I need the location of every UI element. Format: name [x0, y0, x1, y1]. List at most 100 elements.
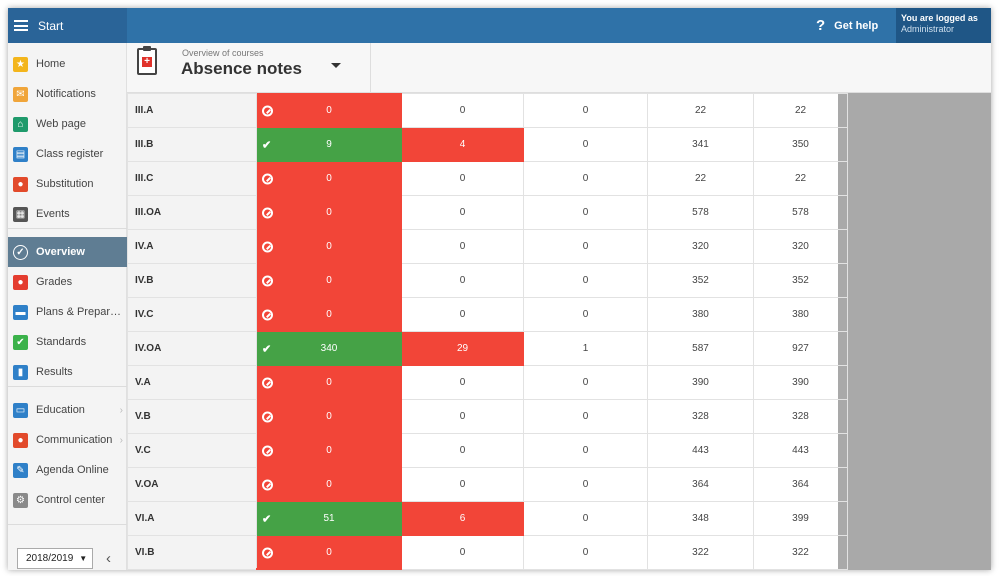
sidebar-item-label: Class register	[36, 148, 104, 160]
cell-value: 927	[792, 343, 809, 354]
cell-value: 51	[323, 513, 335, 524]
cell-value: 0	[582, 207, 589, 218]
grade-icon: ●	[13, 274, 28, 290]
sidebar-item-label: Events	[36, 208, 70, 220]
value-cell[interactable]: ✔ 9	[256, 127, 402, 162]
cell-value: 399	[792, 513, 809, 524]
sidebar-item-results[interactable]: ▮ Results	[8, 357, 127, 387]
sidebar-item-grades[interactable]: ● Grades	[8, 267, 127, 297]
value-cell: 0	[523, 399, 648, 434]
user-info[interactable]: You are logged as Administrator	[896, 8, 991, 43]
class-name-cell: VI.A	[127, 501, 257, 536]
class-name-cell: IV.C	[127, 297, 257, 332]
class-name: VI.B	[135, 547, 155, 558]
value-cell: 0	[401, 365, 524, 400]
value-cell[interactable]: 0	[256, 365, 402, 400]
value-cell[interactable]: 0	[256, 467, 402, 502]
help-button[interactable]: ? Get help	[816, 8, 878, 43]
value-cell: 328	[647, 399, 754, 434]
sidebar-item-events[interactable]: ▦ Events	[8, 199, 127, 229]
table-row[interactable]: IV.B 0 0 0 352 352	[127, 263, 848, 298]
sidebar-item-label: Substitution	[36, 178, 94, 190]
class-name-cell: IV.B	[127, 263, 257, 298]
sidebar-item-agenda-online[interactable]: ✎ Agenda Online	[8, 455, 127, 485]
sidebar-item-notifications[interactable]: ✉ Notifications	[8, 79, 127, 109]
cell-value: 0	[459, 207, 466, 218]
value-cell[interactable]: 0	[256, 195, 402, 230]
star-icon: ★	[13, 56, 28, 72]
value-cell[interactable]: ✔ 51	[256, 501, 402, 536]
cell-value: 29	[456, 343, 469, 354]
book-icon: ▤	[13, 146, 28, 162]
cell-value: 0	[326, 241, 332, 252]
sidebar-item-class-register[interactable]: ▤ Class register	[8, 139, 127, 169]
cell-value: 578	[792, 207, 809, 218]
value-cell[interactable]: 0	[256, 535, 402, 570]
cell-value: 364	[792, 479, 809, 490]
value-cell: 0	[401, 535, 524, 570]
value-cell[interactable]: 0	[256, 433, 402, 468]
not-allowed-icon	[262, 309, 273, 320]
class-name: III.A	[135, 105, 154, 116]
cell-value: 390	[792, 377, 809, 388]
class-name: III.OA	[135, 207, 162, 218]
sidebar-item-education[interactable]: ▭ Education ›	[8, 395, 127, 425]
table-row[interactable]: V.A 0 0 0 390 390	[127, 365, 848, 400]
check-icon: ✔	[262, 343, 272, 355]
collapse-sidebar-icon[interactable]: ‹	[106, 550, 111, 567]
value-cell[interactable]: 0	[256, 229, 402, 264]
book-open-icon: ▭	[13, 402, 28, 418]
sidebar-item-label: Plans & Prepar…	[36, 306, 121, 318]
table-row[interactable]: VI.A ✔ 51 6 0 348 399	[127, 501, 848, 536]
value-cell: 6	[401, 501, 524, 536]
chevron-right-icon: ›	[119, 434, 123, 446]
page-overline: Overview of courses	[182, 48, 264, 58]
sidebar-item-control-center[interactable]: ⚙ Control center	[8, 485, 127, 515]
class-name-cell: VI.B	[127, 535, 257, 570]
cell-value: 0	[326, 547, 332, 558]
value-cell[interactable]: 0	[256, 399, 402, 434]
table-row[interactable]: IV.OA ✔ 340 29 1 587 927	[127, 331, 848, 366]
cell-value: 0	[326, 445, 332, 456]
cell-value: 322	[692, 547, 709, 558]
value-cell: 578	[753, 195, 848, 230]
value-cell: 0	[401, 297, 524, 332]
dropdown-caret-icon[interactable]	[331, 63, 341, 68]
sidebar-item-substitution[interactable]: ● Substitution	[8, 169, 127, 199]
cell-value: 4	[459, 139, 466, 150]
value-cell: 364	[647, 467, 754, 502]
value-cell[interactable]: 0	[256, 263, 402, 298]
table-row[interactable]: III.B ✔ 9 4 0 341 350	[127, 127, 848, 162]
table-row[interactable]: III.OA 0 0 0 578 578	[127, 195, 848, 230]
cell-value: 0	[459, 105, 466, 116]
value-cell[interactable]: 0	[256, 161, 402, 196]
module-selector[interactable]: + Overview of courses Absence notes	[127, 43, 371, 93]
value-cell[interactable]: ✔ 340	[256, 331, 402, 366]
value-cell[interactable]: 0	[256, 297, 402, 332]
help-label: Get help	[834, 19, 879, 32]
sidebar-item-communication[interactable]: ● Communication ›	[8, 425, 127, 455]
sidebar-item-web-page[interactable]: ⌂ Web page	[8, 109, 127, 139]
sidebar-item-home[interactable]: ★ Home	[8, 49, 127, 79]
table-row[interactable]: IV.A 0 0 0 320 320	[127, 229, 848, 264]
start-menu-button[interactable]: Start	[8, 8, 127, 43]
cell-value: 348	[692, 513, 709, 524]
sidebar-item-plans[interactable]: ▬ Plans & Prepar…	[8, 297, 127, 327]
next-row-status-strip	[256, 568, 401, 570]
sidebar-item-standards[interactable]: ✔ Standards	[8, 327, 127, 357]
table-row[interactable]: V.B 0 0 0 328 328	[127, 399, 848, 434]
value-cell: 4	[401, 127, 524, 162]
table-row[interactable]: III.A 0 0 0 22 22	[127, 93, 848, 128]
table-row[interactable]: III.C 0 0 0 22 22	[127, 161, 848, 196]
sidebar-item-overview[interactable]: ✓ Overview	[8, 237, 127, 267]
table-row[interactable]: V.OA 0 0 0 364 364	[127, 467, 848, 502]
not-allowed-icon	[262, 241, 273, 252]
school-year-select[interactable]: 2018/2019 ▼	[17, 548, 93, 569]
cell-value: 0	[459, 309, 466, 320]
value-cell[interactable]: 0	[256, 93, 402, 128]
calendar-icon: ▦	[13, 206, 28, 222]
table-row[interactable]: V.C 0 0 0 443 443	[127, 433, 848, 468]
table-row[interactable]: IV.C 0 0 0 380 380	[127, 297, 848, 332]
table-row[interactable]: VI.B 0 0 0 322 322	[127, 535, 848, 570]
value-cell: 443	[647, 433, 754, 468]
